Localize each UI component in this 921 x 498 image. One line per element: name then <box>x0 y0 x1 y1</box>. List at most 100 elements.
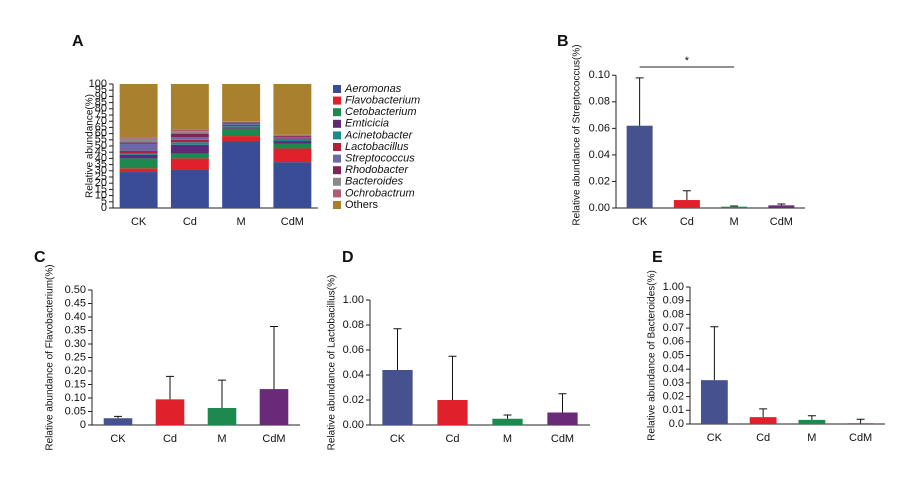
error-bar <box>558 393 567 413</box>
bar-segment <box>119 84 158 138</box>
y-tick-label: 55 <box>95 134 107 146</box>
bar-segment <box>170 137 209 140</box>
y-tick-label: 0.35 <box>65 324 86 336</box>
y-tick-label: 100 <box>89 78 107 90</box>
y-tick-label: 60 <box>95 128 107 140</box>
y-tick-label: 20 <box>95 177 107 189</box>
y-tick-label: 80 <box>95 103 107 115</box>
error-bar <box>856 418 865 424</box>
bar <box>259 389 289 425</box>
y-axis-title: Relative abundance of Flavobacterium(%) <box>45 264 56 450</box>
x-tick-label: M <box>237 216 246 228</box>
legend-swatch <box>333 177 341 186</box>
x-tick-label: CdM <box>281 216 304 228</box>
bar <box>798 419 826 424</box>
x-tick-label: CK <box>131 216 147 228</box>
bar <box>768 205 795 208</box>
bar-segment <box>170 153 209 159</box>
y-tick-label: 0.01 <box>663 404 684 416</box>
y-tick-label: 35 <box>95 159 107 171</box>
bar-segment <box>222 126 261 128</box>
bar <box>721 206 748 208</box>
bar-segment <box>170 129 209 132</box>
y-tick-label: 0.10 <box>589 69 610 81</box>
x-tick-label: CK <box>390 433 406 445</box>
bar-segment <box>119 172 158 208</box>
y-tick-label: 45 <box>95 146 107 158</box>
y-tick-label: 0.06 <box>343 344 364 356</box>
bar <box>103 418 133 425</box>
error-bar <box>270 325 278 390</box>
legend-label: Aeromonas <box>344 83 402 95</box>
y-tick-label: 0.04 <box>589 149 610 161</box>
error-bar <box>166 375 174 400</box>
y-tick-label: 0.08 <box>343 319 364 331</box>
bar <box>207 407 237 425</box>
bar-segment <box>170 139 209 143</box>
x-tick-label: CdM <box>849 432 872 444</box>
y-tick-label: 0.20 <box>65 365 86 377</box>
bar-segment <box>119 150 158 154</box>
y-tick-label: 75 <box>95 109 107 121</box>
y-axis-title: Relative abundance of Streptococcus(%) <box>572 44 583 225</box>
bar-segment <box>222 124 261 127</box>
bar <box>700 380 728 424</box>
y-tick-label: 0.06 <box>589 122 610 134</box>
bar-segment <box>273 137 312 139</box>
bar-segment <box>170 144 209 154</box>
legend-swatch <box>333 154 341 163</box>
x-tick-label: CdM <box>770 216 793 228</box>
y-tick-label: 0.15 <box>65 378 86 390</box>
error-bar <box>503 414 512 419</box>
y-tick-label: 40 <box>95 152 107 164</box>
y-tick-label: 0.00 <box>589 202 610 214</box>
bar-segment <box>222 136 261 142</box>
panel-letter: A <box>72 33 84 50</box>
bar-segment <box>170 142 209 145</box>
bar-segment <box>119 142 158 144</box>
bar-segment <box>170 158 209 170</box>
legend-swatch <box>333 96 341 105</box>
bar-segment <box>273 138 312 140</box>
x-tick-label: M <box>807 432 816 444</box>
x-tick-label: CK <box>707 432 723 444</box>
y-tick-label: 5 <box>101 196 107 208</box>
legend-label: Emticicia <box>345 118 389 130</box>
y-tick-label: 0.00 <box>343 419 364 431</box>
y-tick-label: 90 <box>95 90 107 102</box>
y-tick-label: 0.50 <box>65 284 86 296</box>
error-bar <box>448 355 457 400</box>
bar-segment <box>273 162 312 208</box>
error-bar <box>682 190 691 201</box>
bar <box>437 400 468 425</box>
y-tick-label: 50 <box>95 140 107 152</box>
x-tick-label: M <box>217 433 226 445</box>
legend-swatch <box>333 85 341 93</box>
y-tick-label: 0 <box>80 419 86 431</box>
legend-swatch <box>333 131 341 140</box>
x-tick-label: Cd <box>445 433 459 445</box>
error-bar <box>807 415 816 420</box>
bar-segment <box>273 136 312 138</box>
y-tick-label: 0.08 <box>589 96 610 108</box>
y-axis-title: Relative abundance of Bacteroides(%) <box>647 270 658 441</box>
error-bar <box>635 77 644 126</box>
error-bar <box>393 328 402 370</box>
bar <box>749 417 777 424</box>
legend-label: Rhodobacter <box>345 164 409 176</box>
bar-segment <box>273 84 312 135</box>
error-bar <box>218 379 226 408</box>
bar-segment <box>119 168 158 173</box>
bar-segment <box>273 148 312 163</box>
y-tick-label: 0.09 <box>663 295 684 307</box>
bar-segment <box>222 127 261 129</box>
error-bar <box>114 415 122 419</box>
legend-swatch <box>333 119 341 128</box>
bar-segment <box>273 134 312 136</box>
x-tick-label: CdM <box>262 433 285 445</box>
legend-label: Acinetobacter <box>344 129 414 141</box>
y-tick-label: 0.02 <box>589 175 610 187</box>
bar-segment <box>170 131 209 134</box>
y-tick-label: 30 <box>95 165 107 177</box>
x-tick-label: CdM <box>551 433 574 445</box>
